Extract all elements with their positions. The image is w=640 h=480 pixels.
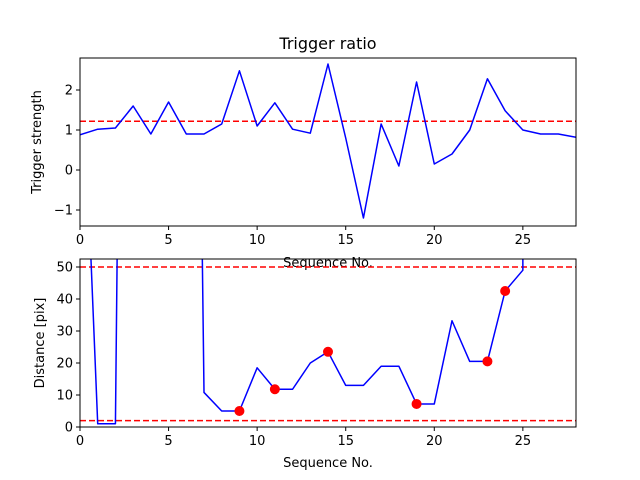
data-point [323,346,333,357]
x-tick-label: 5 [164,233,172,248]
trigger-ratio-y-ticks: −1 0 1 2 [54,84,80,219]
distance-chart: 0 5 10 15 20 25 0 10 20 30 40 50 Sequence No. Dist… [33,258,577,471]
plot-contents [80,63,576,219]
x-axis-label: Sequence No. [283,256,373,271]
x-tick-label: 5 [164,434,172,449]
y-tick-label: 30 [56,325,73,340]
y-tick-label: 50 [56,261,73,276]
data-point [500,286,511,296]
x-tick-label: 20 [426,233,443,248]
x-tick-label: 25 [515,434,532,449]
axes-frame [79,258,577,428]
x-tick-label: 10 [249,434,266,449]
x-tick-label: 10 [249,233,266,248]
y-tick-label: 20 [56,357,73,372]
x-tick-label: 25 [515,233,532,248]
distance-plot-area [79,258,577,428]
data-point [411,398,422,409]
axes-frame [79,57,577,227]
chart-title: Trigger ratio [278,34,376,53]
trigger-ratio-plot-area [79,57,577,227]
x-axis-label: Sequence No. [283,456,373,471]
data-point [482,356,493,367]
x-tick-label: 15 [337,233,354,248]
distance-y-ticks: 0 10 20 30 40 50 [56,261,80,436]
x-tick-label: 15 [337,434,354,449]
x-tick-label: 0 [76,233,84,248]
data-point [234,406,245,416]
series-line [80,63,576,219]
y-tick-label: 10 [56,389,73,404]
y-tick-label: 1 [65,124,73,139]
y-tick-label: 40 [56,293,73,308]
trigger-ratio-x-ticks: 0 5 10 15 20 25 [76,226,531,248]
y-axis-label: Trigger strength [30,90,45,195]
x-tick-label: 20 [426,434,443,449]
y-tick-label: 2 [65,84,73,99]
plot-contents [80,259,576,425]
x-tick-label: 0 [76,434,84,449]
y-tick-label: 0 [65,421,73,436]
data-point [269,384,280,395]
y-axis-label: Distance [pix] [33,298,48,389]
y-tick-label: −1 [54,204,73,219]
distance-x-ticks: 0 5 10 15 20 25 [76,427,531,449]
y-tick-label: 0 [65,164,73,179]
